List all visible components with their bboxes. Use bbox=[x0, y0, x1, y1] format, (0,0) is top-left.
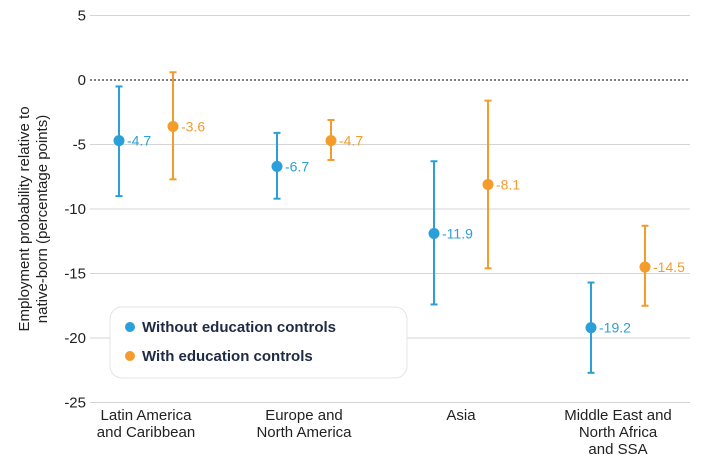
data-label: -4.7 bbox=[339, 133, 363, 149]
y-tick-label: -15 bbox=[64, 266, 86, 283]
legend: Without education controls With education… bbox=[109, 306, 408, 379]
legend-marker bbox=[125, 322, 135, 332]
y-tick-label: -25 bbox=[64, 395, 86, 412]
y-axis-ticks: 5 0 -5 -10 -15 -20 -25 bbox=[64, 8, 86, 412]
y-axis-title: Employment probability relative tonative… bbox=[16, 106, 51, 331]
x-category-label-line: Middle East and bbox=[564, 407, 672, 424]
x-category-label-line: Asia bbox=[446, 407, 476, 424]
data-label: -19.2 bbox=[599, 320, 631, 336]
data-point bbox=[113, 135, 125, 147]
x-category-label: Asia bbox=[446, 407, 476, 424]
legend-entry-label: With education controls bbox=[142, 348, 313, 365]
x-category-label-line: and Caribbean bbox=[97, 424, 195, 441]
legend-box bbox=[109, 306, 408, 379]
x-category-label: Latin America and Caribbean bbox=[97, 407, 195, 441]
data-point bbox=[639, 261, 651, 273]
y-tick-label: 0 bbox=[78, 72, 86, 89]
legend-entry-label: Without education controls bbox=[142, 319, 336, 336]
data-point bbox=[271, 160, 283, 172]
data-label: -14.5 bbox=[653, 259, 685, 275]
data-point bbox=[482, 178, 494, 190]
data-marks: -4.7 -6.7 -11.9 -19.2 -3.6 -4.7 -8.1 -14.5 bbox=[113, 71, 685, 374]
x-category-label-line: Latin America bbox=[101, 407, 193, 424]
data-label: -4.7 bbox=[127, 133, 151, 149]
data-label: -6.7 bbox=[285, 158, 309, 174]
y-axis-title-line: Employment probability relative to bbox=[16, 106, 33, 331]
x-category-label: Europe and North America bbox=[256, 407, 352, 441]
y-tick-label: 5 bbox=[78, 8, 86, 25]
x-category-label-line: and SSA bbox=[588, 441, 647, 458]
data-point bbox=[167, 120, 179, 132]
y-axis-title-text: Employment probability relative tonative… bbox=[16, 106, 51, 331]
y-tick-label: -20 bbox=[64, 330, 86, 347]
x-category-label: Middle East and North Africa and SSA bbox=[564, 407, 672, 458]
data-label: -3.6 bbox=[181, 118, 205, 134]
y-tick-label: -5 bbox=[73, 137, 86, 154]
y-axis-title-line: native-born (percentage points) bbox=[34, 115, 51, 323]
data-point bbox=[585, 322, 597, 334]
legend-marker bbox=[125, 351, 135, 361]
data-label: -11.9 bbox=[442, 226, 473, 242]
data-label: -8.1 bbox=[496, 176, 520, 192]
data-point bbox=[428, 228, 440, 240]
data-point bbox=[325, 135, 337, 147]
x-category-label-line: Europe and bbox=[265, 407, 343, 424]
y-tick-label: -10 bbox=[64, 201, 86, 218]
x-category-label-line: North America bbox=[256, 424, 352, 441]
x-category-label-line: North Africa bbox=[579, 424, 658, 441]
